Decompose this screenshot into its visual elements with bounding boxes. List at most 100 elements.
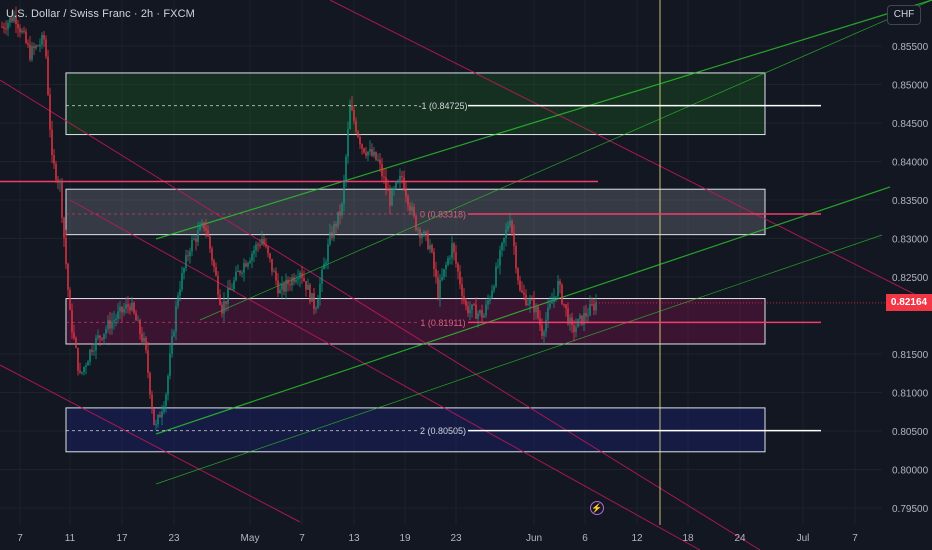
candle-body [519,280,521,291]
candle-body [271,258,273,272]
x-tick-label: 11 [65,533,76,544]
candle [67,262,69,298]
candle-body [435,269,437,278]
candle [459,265,461,290]
candle-body [323,263,325,270]
candle-body [513,232,515,247]
candle [241,270,243,278]
candle-body [455,252,457,264]
candle-body [273,271,275,273]
candle-body [15,15,17,25]
candle-body [335,224,337,227]
candle [7,20,9,37]
candle-body [549,303,551,308]
candle-body [145,337,147,351]
candle [319,277,321,306]
candle-body [433,251,435,270]
candle-body [591,304,593,306]
candle [65,229,67,270]
candle-body [365,152,367,156]
candle [477,310,479,328]
candle [515,242,517,274]
candle [31,41,33,62]
candle-body [23,30,25,32]
zone-red [65,298,766,345]
candle [23,26,25,34]
candle [513,224,515,255]
candle [479,309,481,317]
candle [261,231,263,246]
candle-body [437,277,439,298]
candle-body [395,182,397,189]
candle-body [309,284,311,302]
candle [469,301,471,320]
candle-body [369,149,371,152]
candle-body [393,188,395,190]
candle-body [115,318,117,320]
candle-body [489,297,491,301]
candle-body [93,350,95,352]
candle-body [71,310,73,333]
candle [183,266,185,280]
candle [165,392,167,413]
lightning-icon[interactable]: ⚡ [590,501,604,515]
candle-body [223,301,225,314]
candle-body [123,308,125,313]
candle-body [431,245,433,252]
candle-body [163,406,165,412]
candle [511,219,513,236]
candle [379,153,381,172]
candle-body [351,105,353,111]
candle-body [537,306,539,319]
candle [431,243,433,254]
candle-body [205,228,207,231]
candle [581,315,583,327]
candle-body [315,308,317,310]
chart-grid [0,0,882,525]
candle [143,332,145,346]
candle-body [443,269,445,277]
trend-line [329,0,932,304]
candle-body [255,244,257,251]
candle-body [445,264,447,270]
candle [111,312,113,335]
candle-body [593,304,595,311]
candle [149,371,151,399]
candle-body [533,299,535,313]
candle [283,280,285,296]
candle-body [571,317,573,326]
candle [531,295,533,301]
candle [249,257,251,264]
candle-body [29,44,31,60]
candle-body [277,280,279,294]
candle-body [191,239,193,252]
candle [347,121,349,164]
candle-body [503,237,505,243]
x-tick-label: May [241,533,260,544]
candle-body [269,253,271,259]
candle [117,303,119,324]
candle-body [117,311,119,319]
candle [77,347,79,376]
candle-body [103,333,105,340]
candle [287,276,289,292]
candle [91,345,93,356]
fib-level-label: -1 (0.84725) [418,101,467,111]
candle [229,279,231,290]
candle-body [49,94,51,130]
candle-body [463,295,465,301]
candle [497,258,499,269]
candle [223,292,225,322]
candle [233,276,235,292]
candle [457,262,459,280]
candle [169,345,171,380]
currency-button[interactable]: CHF [887,5,921,25]
fib-levels: -1 (0.84725) 0 (0.83318) 1 (0.81911) 2 (0.8… [66,101,886,436]
candle-body [77,347,79,371]
candle-body [61,181,63,218]
axes: 0.85500 0.85000 0.84500 0.84000 0.83500 0.830… [17,42,928,544]
candle [127,296,129,314]
candle-body [595,302,597,311]
candle-body [405,189,407,197]
